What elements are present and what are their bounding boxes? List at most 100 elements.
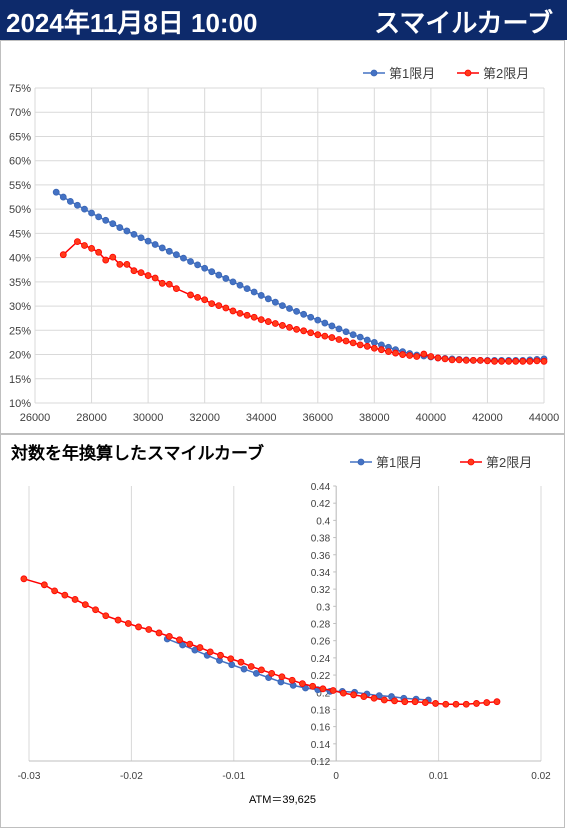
data-point <box>314 316 322 324</box>
x-tick-label: 44000 <box>529 412 560 424</box>
data-point <box>59 193 67 201</box>
data-point <box>40 581 48 589</box>
data-point <box>328 322 336 330</box>
data-point <box>116 224 124 231</box>
data-point <box>328 334 336 341</box>
y-tick-label: 0.16 <box>311 723 331 734</box>
legend-item-2: 第2限月 <box>457 66 529 81</box>
data-point <box>252 669 260 677</box>
data-point <box>329 687 337 694</box>
y-tick-label: 0.22 <box>311 671 331 682</box>
data-point <box>187 291 194 299</box>
data-point <box>427 353 435 360</box>
data-point <box>268 669 276 677</box>
data-point <box>448 356 456 364</box>
x-tick-label: 26000 <box>20 412 51 424</box>
data-point <box>257 292 265 299</box>
legend-label: 第1限月 <box>376 455 422 470</box>
header-datetime: 2024年11月8日 10:00 <box>6 8 258 38</box>
data-point <box>165 280 173 288</box>
data-point <box>257 316 265 324</box>
data-point <box>201 264 209 272</box>
y-tick-labels: 10% 15% 20% 25% 30% 35% 40% 45% 50% 55% 60% 65% 70% 7… <box>9 83 31 410</box>
x-tick-label: -0.02 <box>120 771 143 782</box>
data-point <box>491 357 498 365</box>
header-bar: 2024年11月8日 10:00 スマイルカーブ <box>0 0 567 40</box>
data-point <box>81 601 89 608</box>
data-point <box>271 320 279 327</box>
data-point <box>370 344 378 352</box>
legend-item-1: 第1限月 <box>350 455 422 470</box>
data-point <box>158 244 166 252</box>
data-point <box>411 698 419 706</box>
x-tick-label: 30000 <box>133 412 164 424</box>
x-tick-label: 36000 <box>302 412 333 424</box>
y-tick-labels: 0.12 0.14 0.16 0.18 0.2 0.22 0.24 0.26 0.28 0.3 0.… <box>311 482 337 768</box>
data-point <box>307 329 315 337</box>
data-point <box>151 274 159 282</box>
data-point <box>441 355 449 363</box>
legend-label: 第2限月 <box>483 66 529 81</box>
data-point <box>222 275 230 282</box>
data-point <box>186 640 194 648</box>
data-point <box>314 331 322 339</box>
series-1 <box>52 188 548 364</box>
y-tick-label: 0.38 <box>311 534 331 545</box>
data-point <box>540 357 548 365</box>
data-point <box>299 680 306 688</box>
data-point <box>243 285 251 293</box>
data-point <box>229 278 237 286</box>
x-tick-label: 0.02 <box>531 771 551 782</box>
x-tick-label: 32000 <box>189 412 220 424</box>
data-point <box>378 346 385 354</box>
x-tick-label: 34000 <box>246 412 277 424</box>
data-point <box>505 357 513 365</box>
data-point <box>309 682 317 690</box>
data-point <box>391 697 398 705</box>
y-tick-label: 0.14 <box>311 740 331 751</box>
series-line <box>166 638 429 701</box>
data-point <box>180 254 187 262</box>
data-point <box>102 256 110 264</box>
data-point <box>420 350 428 358</box>
data-point <box>356 333 364 341</box>
y-tick-label: 0.24 <box>311 654 331 665</box>
y-tick-label: 50% <box>9 204 31 216</box>
data-point <box>300 327 308 335</box>
data-point <box>114 616 122 624</box>
data-point <box>137 234 145 242</box>
data-point <box>228 661 236 669</box>
data-point <box>380 696 388 704</box>
data-point <box>88 245 95 252</box>
y-tick-label: 40% <box>9 253 31 265</box>
data-point <box>66 197 74 205</box>
data-point <box>176 636 183 644</box>
data-point <box>264 318 272 325</box>
data-point <box>349 331 357 339</box>
data-point <box>469 356 477 364</box>
data-point <box>88 209 95 217</box>
x-tick-label: -0.03 <box>18 771 41 782</box>
data-point <box>264 295 272 303</box>
data-point <box>165 247 173 255</box>
data-point <box>130 230 138 238</box>
data-point <box>61 591 69 599</box>
y-tick-label: 0.36 <box>311 551 331 562</box>
y-tick-label: 25% <box>9 325 31 337</box>
y-tick-label: 35% <box>9 277 31 289</box>
data-point <box>455 356 463 364</box>
data-point <box>271 298 279 306</box>
data-point <box>217 651 224 659</box>
data-point <box>406 352 414 359</box>
data-point <box>208 268 216 276</box>
data-point <box>512 357 520 365</box>
smile-curve-chart: 10% 15% 20% 25% 30% 35% 40% 45% 50% 55% 60% 65% 70% 7… <box>9 66 560 424</box>
data-point <box>145 626 153 633</box>
data-point <box>342 337 350 345</box>
data-point <box>196 644 204 651</box>
data-point <box>102 612 110 620</box>
data-point <box>222 304 230 312</box>
data-point <box>349 339 357 347</box>
legend-marker <box>370 69 378 77</box>
y-tick-label: 0.3 <box>316 602 330 613</box>
